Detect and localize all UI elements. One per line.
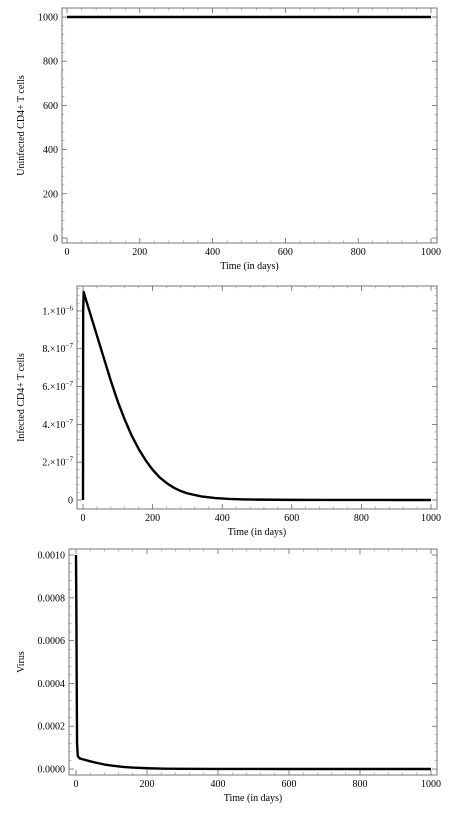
y-tick-label: 1000 xyxy=(38,13,58,24)
x-tick-label: 600 xyxy=(284,513,299,524)
y-axis-label: Virus xyxy=(16,651,27,673)
y-axis-label: Uninfected CD4+ T cells xyxy=(16,75,27,176)
y-tick-mantissa: 4.×10 xyxy=(42,420,65,431)
x-tick-label: 600 xyxy=(282,779,297,790)
x-tick-label: 800 xyxy=(351,247,366,258)
x-tick-label: 0 xyxy=(81,513,86,524)
x-tick-label: 1000 xyxy=(421,779,441,790)
y-tick-label: 2.×10−7 xyxy=(42,456,73,469)
y-tick-label: 0.0006 xyxy=(38,636,66,647)
y-tick-label: 8.×10−7 xyxy=(42,342,73,355)
y-tick-exponent: −7 xyxy=(66,456,74,464)
data-line xyxy=(74,554,431,771)
chart-1: 0 200 400 600 800 1000 0 200 400 600 800 1000 Time (… xyxy=(16,7,441,272)
y-tick-label: 0.0002 xyxy=(38,722,66,733)
y-tick-label: 0 xyxy=(53,234,58,245)
x-tick-label: 0 xyxy=(74,779,79,790)
y-tick-label: 800 xyxy=(43,57,58,68)
x-axis-label: Time (in days) xyxy=(220,261,279,272)
x-tick-label: 800 xyxy=(354,513,369,524)
plot-frame xyxy=(61,7,438,244)
y-tick-exponent: −6 xyxy=(66,304,74,312)
y-tick-mantissa: 1.×10 xyxy=(42,306,65,317)
chart-3: 0 200 400 600 800 1000 0.0000 0.0002 0.0004 0.000… xyxy=(16,548,441,804)
x-tick-label: 400 xyxy=(215,513,230,524)
plot-frame xyxy=(76,285,438,510)
x-tick-label: 800 xyxy=(353,779,368,790)
y-tick-mantissa: 2.×10 xyxy=(42,458,65,469)
x-tick-label: 0 xyxy=(65,247,70,258)
y-tick-label: 0.0008 xyxy=(38,593,66,604)
x-tick-label: 200 xyxy=(132,247,147,258)
y-tick-label: 6.×10−7 xyxy=(42,380,73,393)
x-tick-label: 200 xyxy=(145,513,160,524)
x-tick-label: 1000 xyxy=(421,513,441,524)
y-tick-exponent: −7 xyxy=(66,418,74,426)
y-tick-label: 0.0010 xyxy=(38,551,66,562)
data-line xyxy=(81,290,432,502)
y-tick-label: 0.0000 xyxy=(38,765,66,776)
plot-frame xyxy=(68,548,438,776)
y-tick-label: 4.×10−7 xyxy=(42,418,73,431)
y-tick-label: 400 xyxy=(43,145,58,156)
y-tick-label: 0.0004 xyxy=(38,679,66,690)
y-tick-label: 600 xyxy=(43,101,58,112)
x-tick-label: 400 xyxy=(211,779,226,790)
y-tick-exponent: −7 xyxy=(66,380,74,388)
x-tick-label: 200 xyxy=(140,779,155,790)
y-tick-mantissa: 6.×10 xyxy=(42,382,65,393)
x-tick-label: 400 xyxy=(205,247,220,258)
y-tick-mantissa: 0 xyxy=(68,496,73,507)
chart-2: 0 200 400 600 800 100002.×10−74.×10−76.×10−78… xyxy=(16,285,441,538)
y-tick-exponent: −7 xyxy=(66,342,74,350)
x-tick-label: 600 xyxy=(278,247,293,258)
y-tick-label: 1.×10−6 xyxy=(42,304,73,317)
y-tick-label: 0 xyxy=(68,496,73,507)
y-tick-mantissa: 8.×10 xyxy=(42,344,65,355)
y-axis-label: Infected CD4+ T cells xyxy=(16,353,27,442)
y-tick-label: 200 xyxy=(43,189,58,200)
x-axis-label: Time (in days) xyxy=(224,793,283,804)
x-tick-label: 1000 xyxy=(421,247,441,258)
x-axis-label: Time (in days) xyxy=(228,527,287,538)
